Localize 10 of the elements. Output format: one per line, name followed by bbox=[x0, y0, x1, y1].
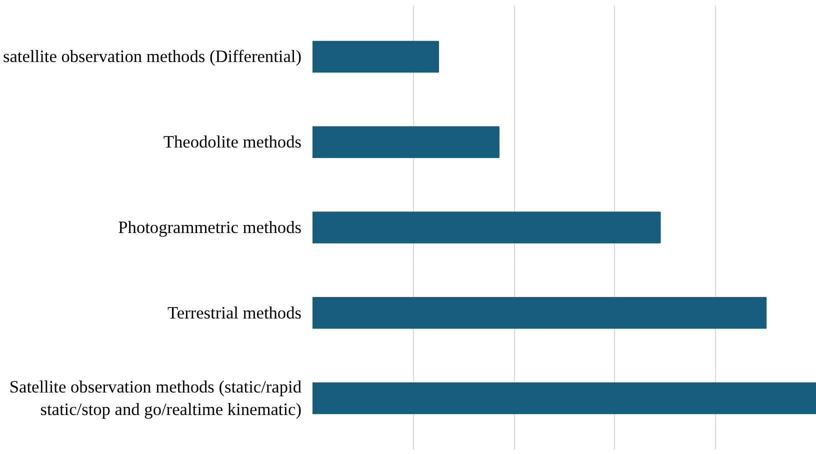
bar bbox=[312, 126, 500, 158]
y-tick-label: Photogrammetric methods bbox=[118, 218, 302, 237]
y-tick-label: Terrestrial methods bbox=[168, 303, 302, 322]
y-tick-label: satellite observation methods (Differential) bbox=[3, 47, 302, 66]
bar bbox=[312, 382, 816, 414]
bar bbox=[312, 297, 767, 329]
y-tick-label: Theodolite methods bbox=[163, 132, 302, 152]
y-tick-label: Satellite observation methods (static/rapid static/stop and go/realtime kinematic) bbox=[9, 377, 302, 420]
bar bbox=[312, 40, 439, 73]
bar bbox=[312, 212, 661, 244]
